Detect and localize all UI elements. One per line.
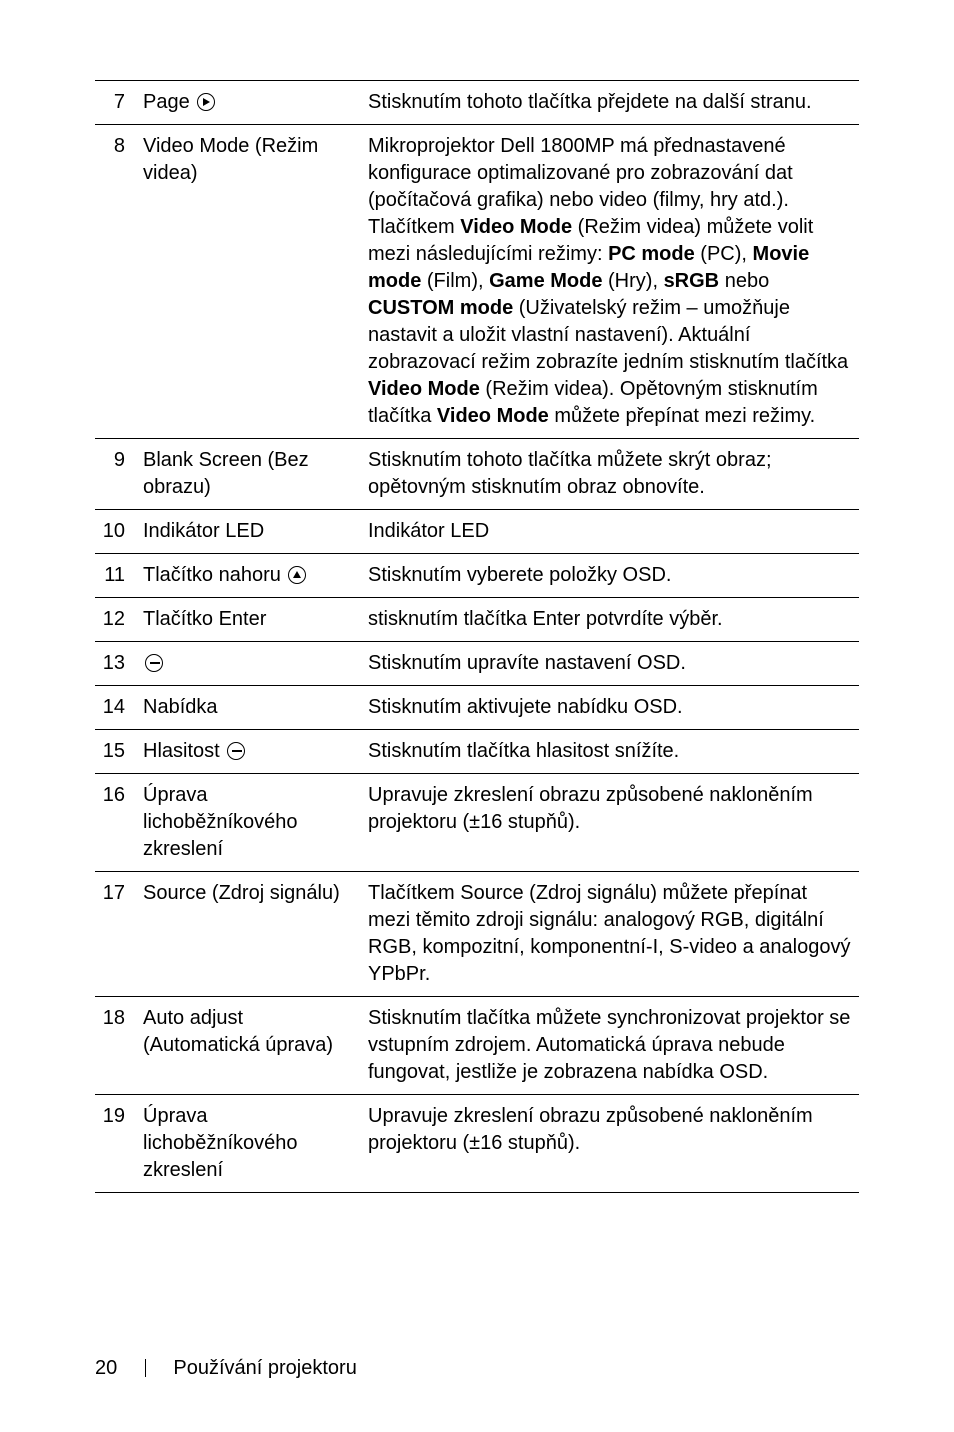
table-row: 7Page Stisknutím tohoto tlačítka přejdet…: [95, 81, 859, 125]
row-description: Indikátor LED: [362, 510, 859, 554]
table-row: 15Hlasitost Stisknutím tlačítka hlasitos…: [95, 730, 859, 774]
row-number: 9: [95, 439, 137, 510]
row-name: Tlačítko Enter: [137, 598, 362, 642]
row-number: 13: [95, 642, 137, 686]
row-name: Page: [137, 81, 362, 125]
page-footer: 20 Používání projektoru: [95, 1357, 357, 1380]
row-description: Stisknutím tlačítka hlasitost snížíte.: [362, 730, 859, 774]
row-description: Stisknutím vyberete položky OSD.: [362, 554, 859, 598]
right-icon: [197, 93, 215, 111]
row-number: 12: [95, 598, 137, 642]
page-number: 20: [95, 1357, 117, 1379]
footer-separator: [145, 1359, 146, 1377]
table-row: 18Auto adjust (Automatická úprava)Stiskn…: [95, 997, 859, 1095]
table-row: 10Indikátor LEDIndikátor LED: [95, 510, 859, 554]
row-number: 11: [95, 554, 137, 598]
row-name: Blank Screen (Bez obrazu): [137, 439, 362, 510]
minus-icon: [227, 742, 245, 760]
row-description: stisknutím tlačítka Enter potvrdíte výbě…: [362, 598, 859, 642]
row-number: 7: [95, 81, 137, 125]
row-number: 15: [95, 730, 137, 774]
row-description: Stisknutím tohoto tlačítka můžete skrýt …: [362, 439, 859, 510]
row-description: Mikroprojektor Dell 1800MP má přednastav…: [362, 125, 859, 439]
table-row: 14NabídkaStisknutím aktivujete nabídku O…: [95, 686, 859, 730]
section-title: Používání projektoru: [173, 1357, 356, 1379]
row-number: 18: [95, 997, 137, 1095]
table-row: 19Úprava lichoběžníkového zkresleníUprav…: [95, 1095, 859, 1193]
row-number: 10: [95, 510, 137, 554]
row-number: 14: [95, 686, 137, 730]
row-description: Tlačítkem Source (Zdroj signálu) můžete …: [362, 872, 859, 997]
table-row: 13 Stisknutím upravíte nastavení OSD.: [95, 642, 859, 686]
row-name: Indikátor LED: [137, 510, 362, 554]
row-number: 19: [95, 1095, 137, 1193]
row-description: Stisknutím upravíte nastavení OSD.: [362, 642, 859, 686]
row-name: Video Mode (Režim videa): [137, 125, 362, 439]
row-description: Stisknutím aktivujete nabídku OSD.: [362, 686, 859, 730]
row-name: Úprava lichoběžníkového zkreslení: [137, 774, 362, 872]
row-number: 16: [95, 774, 137, 872]
table-row: 17Source (Zdroj signálu)Tlačítkem Source…: [95, 872, 859, 997]
row-name: Auto adjust (Automatická úprava): [137, 997, 362, 1095]
row-name: Source (Zdroj signálu): [137, 872, 362, 997]
row-number: 17: [95, 872, 137, 997]
row-name: Úprava lichoběžníkového zkreslení: [137, 1095, 362, 1193]
minus-icon: [145, 654, 163, 672]
row-name: [137, 642, 362, 686]
row-name: Nabídka: [137, 686, 362, 730]
up-icon: [288, 566, 306, 584]
table-row: 11Tlačítko nahoru Stisknutím vyberete po…: [95, 554, 859, 598]
row-number: 8: [95, 125, 137, 439]
table-row: 16Úprava lichoběžníkového zkresleníUprav…: [95, 774, 859, 872]
table-row: 9Blank Screen (Bez obrazu)Stisknutím toh…: [95, 439, 859, 510]
table-row: 8Video Mode (Režim videa)Mikroprojektor …: [95, 125, 859, 439]
row-description: Upravuje zkreslení obrazu způsobené nakl…: [362, 774, 859, 872]
reference-table: 7Page Stisknutím tohoto tlačítka přejdet…: [95, 80, 859, 1193]
row-name: Hlasitost: [137, 730, 362, 774]
row-description: Stisknutím tlačítka můžete synchronizova…: [362, 997, 859, 1095]
row-description: Upravuje zkreslení obrazu způsobené nakl…: [362, 1095, 859, 1193]
table-row: 12Tlačítko Enterstisknutím tlačítka Ente…: [95, 598, 859, 642]
row-name: Tlačítko nahoru: [137, 554, 362, 598]
row-description: Stisknutím tohoto tlačítka přejdete na d…: [362, 81, 859, 125]
